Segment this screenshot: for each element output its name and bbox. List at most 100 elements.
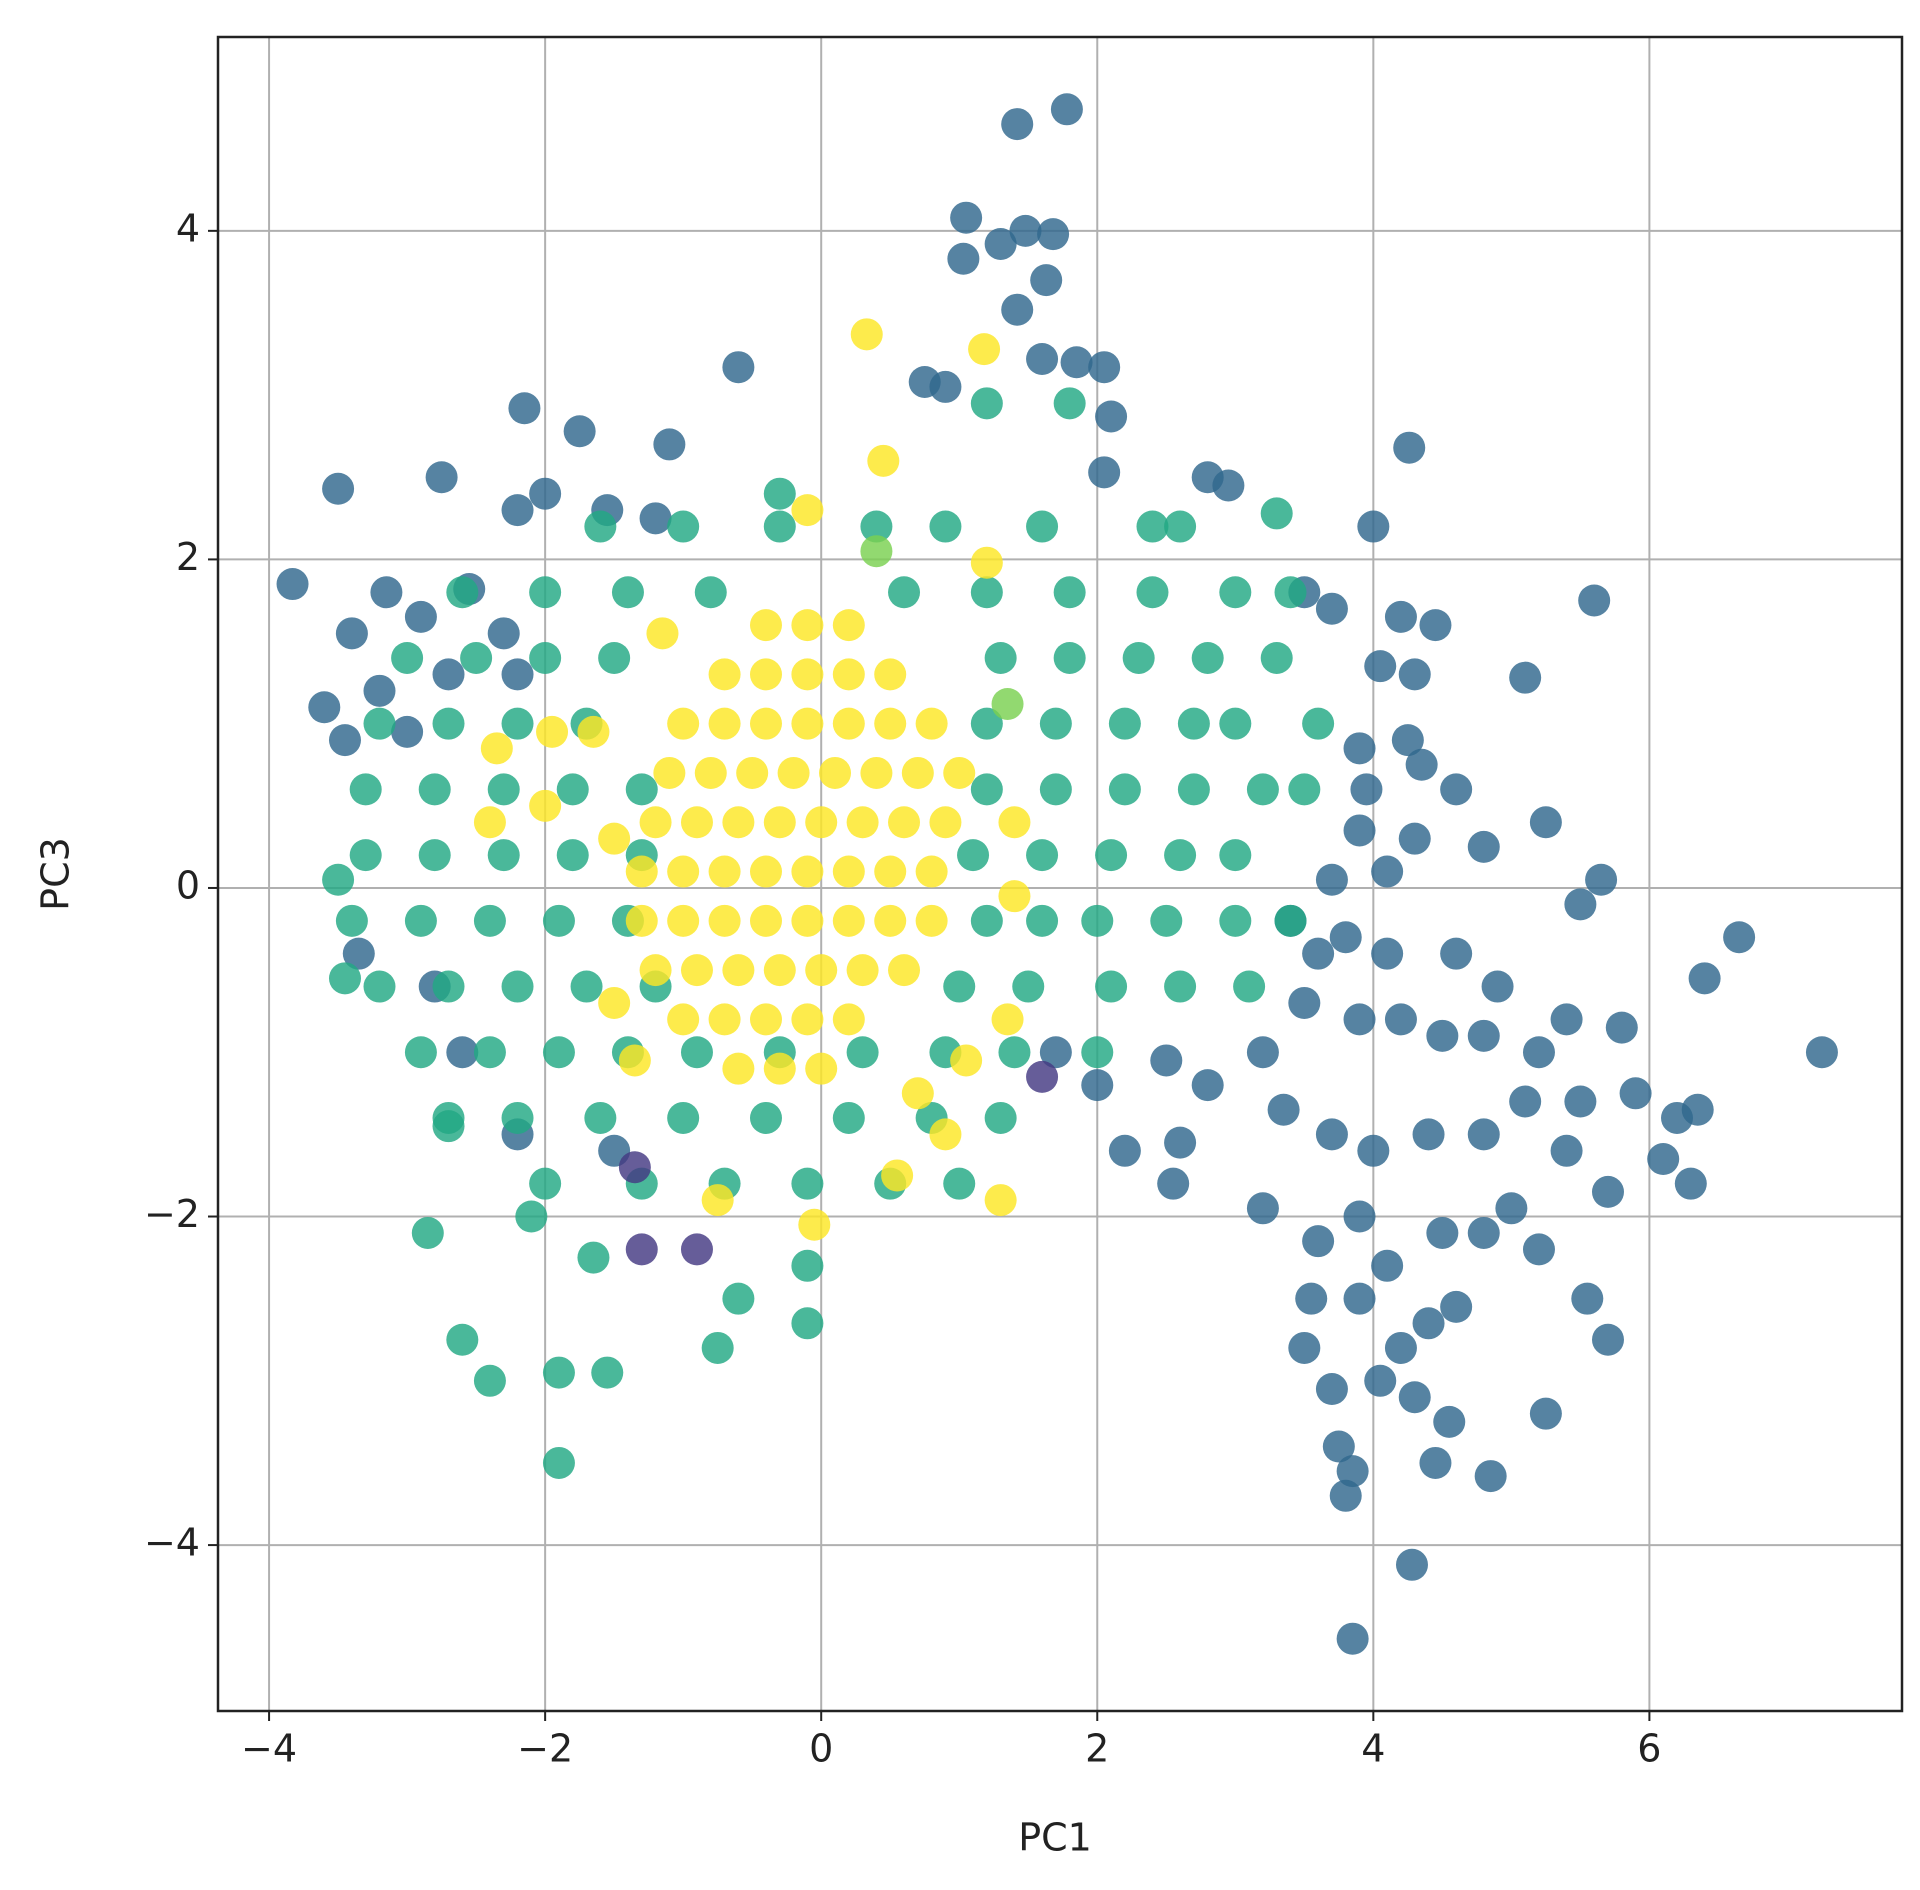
scatter-point	[1177, 773, 1210, 806]
scatter-point	[998, 1036, 1031, 1069]
scatter-point	[950, 201, 983, 234]
scatter-point	[749, 1003, 782, 1036]
scatter-point	[1371, 937, 1404, 970]
scatter-point	[819, 756, 852, 789]
scatter-point	[832, 707, 865, 740]
scatter-point	[570, 970, 603, 1003]
scatter-point	[991, 1003, 1024, 1036]
scatter-point	[1219, 576, 1252, 609]
scatter-point	[860, 756, 893, 789]
scatter-point	[1288, 773, 1321, 806]
scatter-point	[1315, 863, 1348, 896]
plot-frame	[216, 35, 1904, 1713]
y-tick-label: 2	[176, 535, 200, 579]
scatter-point	[1495, 1192, 1528, 1225]
scatter-point	[867, 444, 900, 477]
scatter-point	[950, 1044, 983, 1077]
scatter-point	[432, 970, 465, 1003]
scatter-point	[577, 1241, 610, 1274]
scatter-point	[363, 707, 396, 740]
scatter-point	[701, 1331, 734, 1364]
scatter-point	[1509, 1085, 1542, 1118]
y-tick-label: −4	[144, 1521, 200, 1565]
scatter-point	[646, 617, 679, 650]
scatter-point	[1302, 937, 1335, 970]
x-axis-label: PC1	[1018, 1816, 1092, 1860]
scatter-point	[425, 461, 458, 494]
scatter-point	[460, 641, 493, 674]
scatter-point	[501, 658, 534, 691]
scatter-point	[1412, 1118, 1445, 1151]
scatter-point	[276, 568, 309, 601]
scatter-point	[501, 494, 534, 527]
scatter-point	[915, 904, 948, 937]
scatter-point	[1343, 732, 1376, 765]
scatter-point	[749, 904, 782, 937]
scatter-point	[1108, 1134, 1141, 1167]
scatter-point	[1081, 1036, 1114, 1069]
scatter-point	[791, 707, 824, 740]
scatter-point	[832, 609, 865, 642]
scatter-point	[798, 1208, 831, 1241]
scatter-point	[446, 1323, 479, 1356]
scatter-point	[1315, 1373, 1348, 1406]
scatter-point	[901, 1077, 934, 1110]
scatter-point	[446, 1036, 479, 1069]
scatter-point	[1026, 342, 1059, 375]
scatter-point	[1302, 707, 1335, 740]
scatter-point	[1267, 1093, 1300, 1126]
scatter-point	[1571, 1282, 1604, 1315]
scatter-point	[1081, 1069, 1114, 1102]
scatter-point	[1053, 576, 1086, 609]
scatter-point	[473, 806, 506, 839]
scatter-point	[1481, 970, 1514, 1003]
scatter-point	[618, 1151, 651, 1184]
scatter-point	[791, 1307, 824, 1340]
scatter-point	[1088, 351, 1121, 384]
scatter-point	[1164, 839, 1197, 872]
scatter-point	[1219, 707, 1252, 740]
scatter-point	[1108, 773, 1141, 806]
scatter-point	[322, 472, 355, 505]
scatter-point	[508, 392, 541, 425]
scatter-point	[411, 1216, 444, 1249]
scatter-point	[1322, 1430, 1355, 1463]
scatter-point	[929, 1118, 962, 1151]
plot-area	[218, 37, 1902, 1711]
scatter-point	[1329, 921, 1362, 954]
scatter-point	[473, 904, 506, 937]
scatter-point	[722, 806, 755, 839]
scatter-point	[328, 724, 361, 757]
scatter-point	[418, 839, 451, 872]
scatter-point	[667, 510, 700, 543]
scatter-point	[832, 1003, 865, 1036]
x-tick-label: 4	[1361, 1727, 1385, 1771]
y-axis-label: PC3	[34, 837, 78, 911]
scatter-point	[1564, 1085, 1597, 1118]
scatter-point	[1384, 1003, 1417, 1036]
scatter-point	[556, 773, 589, 806]
scatter-point	[1426, 1019, 1459, 1052]
scatter-point	[1405, 748, 1438, 781]
scatter-point	[680, 954, 713, 987]
scatter-point	[722, 1282, 755, 1315]
scatter-point	[1050, 93, 1083, 126]
scatter-point	[915, 855, 948, 888]
scatter-point	[860, 535, 893, 568]
scatter-point	[1274, 904, 1307, 937]
scatter-point	[363, 970, 396, 1003]
scatter-point	[625, 1233, 658, 1266]
scatter-point	[1009, 214, 1042, 247]
scatter-point	[1371, 855, 1404, 888]
scatter-point	[542, 904, 575, 937]
scatter-point	[968, 333, 1001, 366]
scatter-point	[625, 773, 658, 806]
scatter-point	[667, 904, 700, 937]
scatter-point	[791, 658, 824, 691]
scatter-point	[432, 707, 465, 740]
scatter-point	[805, 1052, 838, 1085]
scatter-point	[529, 477, 562, 510]
scatter-point	[722, 351, 755, 384]
scatter-point	[432, 1110, 465, 1143]
scatter-point	[501, 707, 534, 740]
